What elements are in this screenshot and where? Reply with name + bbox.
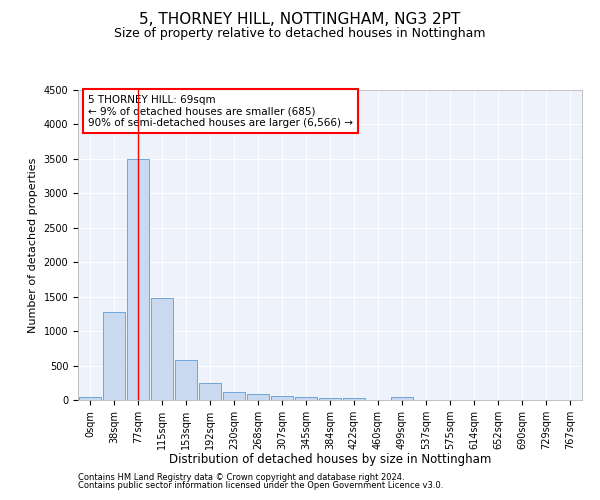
Bar — [127, 159, 149, 400]
Bar — [79, 396, 101, 400]
Bar — [295, 397, 317, 400]
Bar — [199, 384, 221, 400]
Bar — [223, 392, 245, 400]
Text: 5, THORNEY HILL, NOTTINGHAM, NG3 2PT: 5, THORNEY HILL, NOTTINGHAM, NG3 2PT — [139, 12, 461, 28]
Bar — [343, 398, 365, 400]
Y-axis label: Number of detached properties: Number of detached properties — [28, 158, 38, 332]
Bar — [103, 312, 125, 400]
X-axis label: Distribution of detached houses by size in Nottingham: Distribution of detached houses by size … — [169, 454, 491, 466]
Bar — [151, 298, 173, 400]
Bar — [247, 394, 269, 400]
Bar — [175, 360, 197, 400]
Text: 5 THORNEY HILL: 69sqm
← 9% of detached houses are smaller (685)
90% of semi-deta: 5 THORNEY HILL: 69sqm ← 9% of detached h… — [88, 94, 353, 128]
Bar — [391, 396, 413, 400]
Bar — [271, 396, 293, 400]
Text: Size of property relative to detached houses in Nottingham: Size of property relative to detached ho… — [114, 28, 486, 40]
Bar — [319, 398, 341, 400]
Text: Contains HM Land Registry data © Crown copyright and database right 2024.: Contains HM Land Registry data © Crown c… — [78, 472, 404, 482]
Text: Contains public sector information licensed under the Open Government Licence v3: Contains public sector information licen… — [78, 481, 443, 490]
